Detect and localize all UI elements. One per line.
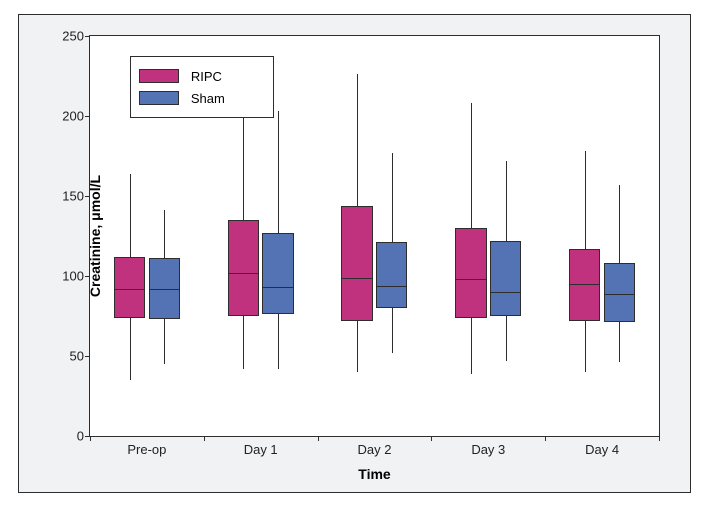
x-axis-label: Time	[358, 466, 390, 482]
median-line	[455, 279, 486, 280]
panel-background: RIPC Sham 0 50 100 150 200 250 Pre-op Day 1 Day 2…	[18, 14, 691, 493]
median-line	[490, 292, 521, 293]
median-line	[114, 289, 145, 290]
box	[341, 206, 372, 321]
legend-swatch	[139, 91, 179, 105]
y-tick-label: 200	[62, 109, 90, 124]
median-line	[341, 278, 372, 279]
legend-swatch	[139, 69, 179, 83]
x-tick-label: Pre-op	[127, 436, 166, 457]
chart-frame: RIPC Sham 0 50 100 150 200 250 Pre-op Day 1 Day 2…	[0, 0, 709, 507]
y-tick-label: 250	[62, 29, 90, 44]
box	[455, 228, 486, 318]
median-line	[376, 286, 407, 287]
x-tick	[318, 436, 319, 441]
median-line	[228, 273, 259, 274]
box	[114, 257, 145, 318]
legend-label: RIPC	[191, 69, 222, 84]
median-line	[569, 284, 600, 285]
x-tick	[431, 436, 432, 441]
y-tick-label: 50	[70, 349, 90, 364]
x-tick	[90, 436, 91, 441]
y-tick-label: 0	[77, 429, 90, 444]
median-line	[604, 294, 635, 295]
y-tick-label: 150	[62, 189, 90, 204]
box	[262, 233, 293, 315]
legend: RIPC Sham	[130, 56, 274, 118]
x-tick-label: Day 2	[358, 436, 392, 457]
x-tick-label: Day 3	[471, 436, 505, 457]
x-tick-label: Day 1	[244, 436, 278, 457]
x-tick	[659, 436, 660, 441]
x-tick	[204, 436, 205, 441]
median-line	[262, 287, 293, 288]
box	[228, 220, 259, 316]
y-tick-label: 100	[62, 269, 90, 284]
plot-wrap: RIPCSham 050100150200250Pre-opDay 1Day 2…	[89, 35, 660, 437]
x-tick	[545, 436, 546, 441]
legend-label: Sham	[191, 91, 225, 106]
median-line	[149, 289, 180, 290]
y-axis-label: Creatinine, μmol/L	[87, 175, 103, 297]
box	[376, 242, 407, 308]
box	[490, 241, 521, 316]
legend-row: Sham	[139, 87, 265, 109]
legend-row: RIPC	[139, 65, 265, 87]
plot-area: RIPCSham 050100150200250Pre-opDay 1Day 2…	[89, 35, 660, 437]
x-tick-label: Day 4	[585, 436, 619, 457]
